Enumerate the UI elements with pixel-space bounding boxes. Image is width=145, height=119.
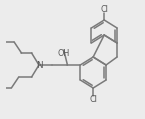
Text: N: N [36, 60, 42, 69]
Text: Cl: Cl [89, 96, 97, 104]
Text: OH: OH [58, 49, 70, 57]
Text: Cl: Cl [100, 5, 108, 13]
